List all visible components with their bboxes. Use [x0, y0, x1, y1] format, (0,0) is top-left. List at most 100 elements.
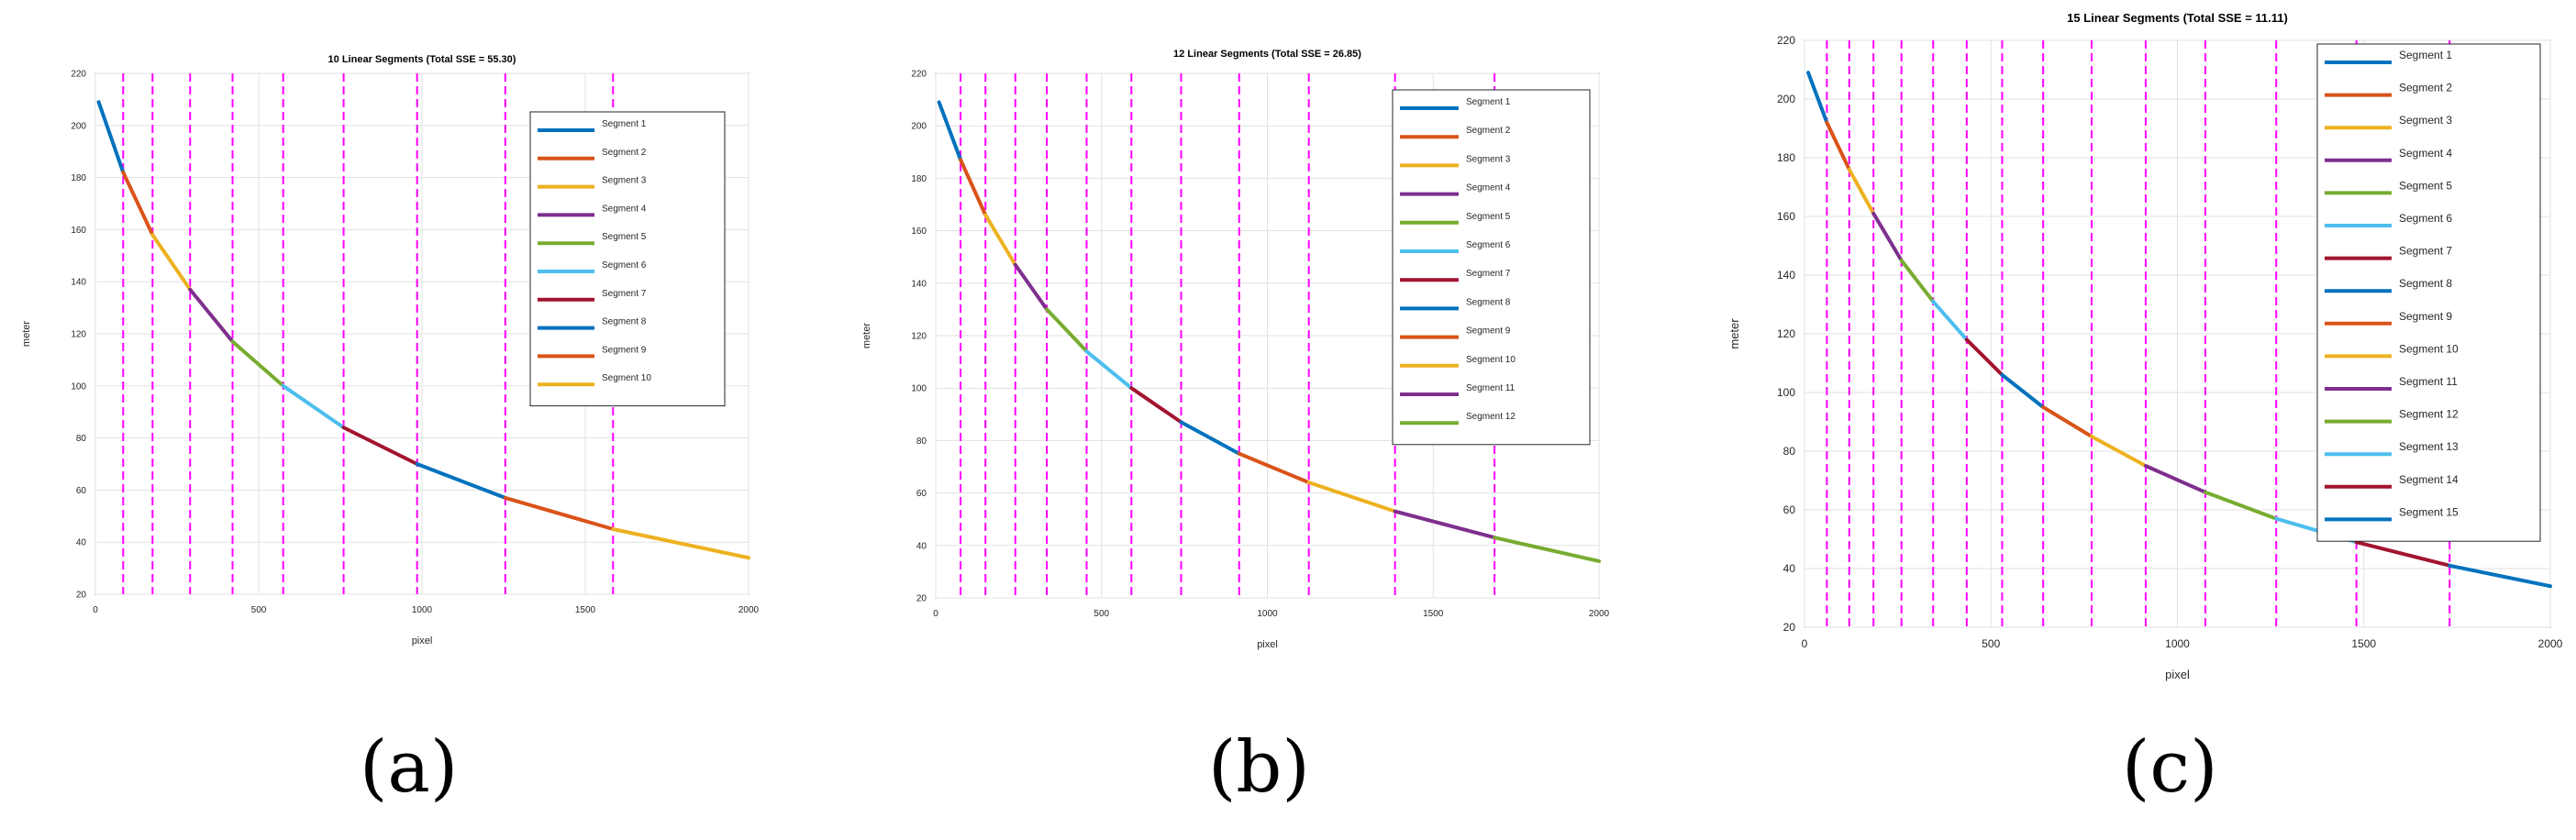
chart-2-x-tick-label: 0	[1802, 637, 1808, 650]
chart-1-segment-3-line	[983, 213, 1017, 267]
chart-2-segment-6-line	[1931, 299, 1969, 342]
chart-2-segment-2-line	[1825, 120, 1851, 171]
chart-2-segment-15-line	[2448, 563, 2552, 589]
chart-0-y-tick-label: 220	[71, 70, 86, 80]
chart-1-y-tick-label: 220	[911, 70, 927, 80]
chart-1-y-tick-label: 100	[911, 384, 927, 394]
chart-2-y-tick-label: 220	[1777, 34, 1795, 47]
chart-2-legend-entry: Segment 11	[2399, 375, 2458, 388]
chart-2-legend-entry: Segment 14	[2399, 473, 2459, 486]
chart-1-segment-7-line	[1129, 386, 1183, 425]
chart-1-x-tick-label: 2000	[1589, 609, 1610, 619]
panel-a: 0 500 1000 1500 2000 20 40 60 80 100 120 140 160 180 2…	[0, 0, 807, 840]
chart-1-legend-entry: Segment 10	[1466, 355, 1516, 365]
chart-0-segment-1-line	[96, 100, 126, 174]
chart-1-legend-entry: Segment 4	[1466, 183, 1511, 193]
chart-0-legend-entry: Segment 3	[602, 176, 647, 186]
chart-1-legend-entry: Segment 5	[1466, 212, 1511, 222]
chart-1-y-tick-label: 160	[911, 227, 927, 237]
chart-0-y-tick-label: 60	[76, 486, 87, 496]
chart-0-legend-entry: Segment 4	[602, 204, 647, 214]
chart-0-title: 10 Linear Segments (Total SSE = 55.30)	[328, 54, 516, 65]
chart-0-segment-6-line	[281, 383, 346, 430]
chart-2-y-tick-label: 80	[1783, 445, 1796, 458]
chart-1-y-axis-label: meter	[861, 323, 872, 348]
chart-2-segment-10-line	[2090, 435, 2148, 468]
chart-2-segment-8-line	[2000, 372, 2046, 409]
chart-2-legend-entry: Segment 5	[2399, 179, 2452, 192]
panel-label-a: (a)	[360, 726, 459, 809]
chart-1-legend-entry: Segment 11	[1466, 383, 1516, 393]
chart-1-y-tick-label: 120	[911, 332, 927, 342]
chart-2-legend-entry: Segment 7	[2399, 245, 2452, 258]
chart-1-legend-entry: Segment 2	[1466, 126, 1511, 136]
panel-c: 0 500 1000 1500 2000 20 40 60 80 100 120 140 160 180 2…	[1697, 0, 2576, 840]
chart-2-segment-3-line	[1847, 167, 1876, 216]
chart-0-legend-entry: Segment 8	[602, 317, 647, 327]
chart-1-segment-9-line	[1237, 451, 1311, 485]
chart-1-segment-5-line	[1045, 307, 1089, 354]
chart-0-x-tick-label: 1000	[412, 605, 433, 615]
chart-0-legend-entry: Segment 2	[602, 148, 647, 158]
chart-2-y-tick-label: 140	[1777, 269, 1795, 282]
panel-label-c: (c)	[2122, 726, 2218, 809]
chart-1-segment-8-line	[1179, 420, 1241, 456]
chart-0-legend-entry: Segment 9	[602, 345, 647, 355]
chart-1-segment-2-line	[959, 158, 988, 217]
chart-0-segment-2-line	[121, 170, 155, 238]
chart-0-segment-9-line	[503, 495, 616, 531]
chart-2-legend-entry: Segment 12	[2399, 408, 2459, 421]
chart-2-legend-entry: Segment 6	[2399, 212, 2452, 225]
chart-1-legend-entry: Segment 12	[1466, 412, 1516, 422]
chart-2-y-tick-label: 20	[1783, 621, 1796, 634]
chart-1-legend-entry: Segment 9	[1466, 326, 1511, 337]
chart-1-y-tick-label: 80	[916, 437, 927, 447]
chart-c: 0 500 1000 1500 2000 20 40 60 80 100 120 140 160 180 2…	[1727, 11, 2563, 681]
chart-1-segment-1-line	[937, 100, 963, 162]
chart-2-legend-entry: Segment 3	[2399, 114, 2452, 127]
chart-2-segment-4-line	[1871, 211, 1904, 262]
chart-2-segment-7-line	[1964, 337, 2004, 377]
chart-2-segment-5-line	[1899, 259, 1936, 304]
chart-2-segment-14-line	[2354, 540, 2452, 568]
chart-b: 0 500 1000 1500 2000 20 40 60 80 100 120 140 160 180 2…	[861, 49, 1610, 650]
chart-0-y-tick-label: 160	[71, 226, 86, 236]
chart-0-segment-8-line	[415, 462, 507, 500]
chart-1-segment-11-line	[1393, 509, 1497, 540]
chart-2-y-tick-label: 120	[1777, 327, 1795, 340]
chart-0-y-tick-label: 120	[71, 330, 86, 340]
chart-1-x-tick-label: 1500	[1423, 609, 1444, 619]
chart-2-x-tick-label: 500	[1982, 637, 2000, 650]
chart-1-legend-box	[1392, 89, 1591, 446]
chart-2-legend-entry: Segment 9	[2399, 310, 2452, 323]
chart-2-legend-entry: Segment 4	[2399, 147, 2452, 160]
chart-2-y-tick-label: 100	[1777, 386, 1795, 399]
chart-1-segment-6-line	[1084, 349, 1134, 391]
chart-2-y-tick-label: 60	[1783, 503, 1796, 516]
chart-0-segment-10-line	[611, 527, 750, 560]
chart-0-y-tick-label: 80	[76, 434, 87, 444]
chart-1-segment-10-line	[1306, 481, 1397, 514]
chart-1-y-tick-label: 20	[916, 594, 927, 604]
chart-0-y-tick-label: 200	[71, 121, 86, 131]
chart-0-y-tick-label: 100	[71, 381, 86, 392]
chart-0-segment-3-line	[150, 233, 193, 292]
chart-2-x-tick-label: 1500	[2351, 637, 2376, 650]
chart-0-legend-entry: Segment 5	[602, 232, 647, 242]
chart-a: 0 500 1000 1500 2000 20 40 60 80 100 120 140 160 180 2…	[21, 54, 760, 647]
chart-1-y-tick-label: 60	[916, 489, 927, 499]
chart-2-segment-1-line	[1806, 71, 1829, 125]
chart-0-legend-entry: Segment 10	[602, 373, 651, 383]
chart-2-legend-entry: Segment 10	[2399, 342, 2459, 355]
chart-0-legend-entry: Segment 6	[602, 260, 647, 271]
chart-1-x-tick-label: 0	[933, 609, 938, 619]
chart-1-y-tick-label: 40	[916, 541, 927, 551]
chart-0-segment-7-line	[341, 426, 419, 466]
chart-1-legend-entry: Segment 8	[1466, 297, 1511, 307]
chart-0-x-tick-label: 1500	[575, 605, 596, 615]
chart-2-legend-entry: Segment 13	[2399, 440, 2459, 453]
chart-2-legend-entry: Segment 1	[2399, 49, 2452, 61]
chart-0-y-tick-label: 180	[71, 173, 86, 183]
chart-2-legend-entry: Segment 15	[2399, 505, 2459, 518]
chart-2-x-tick-label: 2000	[2538, 637, 2563, 650]
